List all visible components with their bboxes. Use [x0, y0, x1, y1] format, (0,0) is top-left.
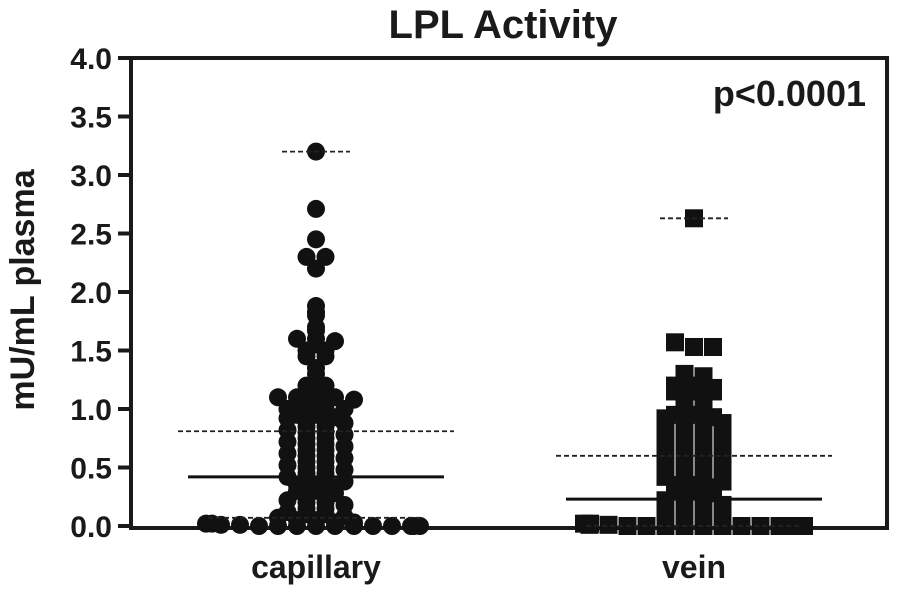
vein-data-point: [675, 364, 694, 383]
vein-data-point: [666, 333, 684, 352]
data-points: [197, 142, 813, 535]
y-tick-label: 1.5: [70, 336, 112, 369]
y-tick-label: 0.5: [70, 453, 112, 486]
y-tick-label: 2.5: [70, 219, 112, 252]
vein-data-point: [795, 517, 813, 535]
capillary-data-point: [212, 515, 230, 534]
p-value-annotation: p<0.0001: [713, 73, 866, 114]
y-axis-label: mU/mL plasma: [4, 168, 42, 410]
vein-data-point: [751, 517, 770, 535]
y-tick-label: 2.0: [70, 277, 112, 310]
capillary-data-point: [297, 247, 316, 266]
y-tick-label: 3.0: [70, 160, 112, 193]
y-tick-label: 0.0: [70, 511, 112, 544]
vein-data-point: [685, 337, 703, 356]
y-tick-label: 3.5: [70, 102, 112, 135]
y-axis-ticks: 0.0 0.5 1.0 1.5 2.0 2.5 3.0 3.5 4.0: [70, 43, 131, 544]
capillary-data-point: [364, 517, 382, 535]
capillary-data-point: [231, 515, 249, 534]
reference-lines: [178, 150, 832, 527]
capillary-data-point: [405, 517, 423, 535]
y-tick-label: 4.0: [70, 43, 112, 76]
capillary-data-point: [269, 388, 287, 407]
capillary-data-point: [250, 517, 268, 535]
y-tick-label: 1.0: [70, 394, 112, 427]
capillary-data-point: [383, 517, 401, 535]
capillary-data-point: [307, 199, 325, 218]
vein-data-point: [694, 367, 713, 386]
capillary-data-point: [326, 332, 344, 351]
capillary-data-point: [288, 329, 306, 348]
capillary-data-point: [316, 247, 335, 266]
vein-data-point: [704, 337, 722, 356]
capillary-data-point: [307, 297, 325, 316]
plot-frame: [129, 56, 889, 530]
chart-title: LPL Activity: [389, 3, 619, 47]
capillary-data-point: [345, 390, 363, 409]
vein-data-point: [599, 515, 618, 534]
capillary-data-point: [307, 230, 325, 249]
x-tick-label-vein: vein: [662, 549, 726, 585]
x-tick-label-capillary: capillary: [251, 549, 381, 585]
vein-data-point: [580, 515, 599, 534]
